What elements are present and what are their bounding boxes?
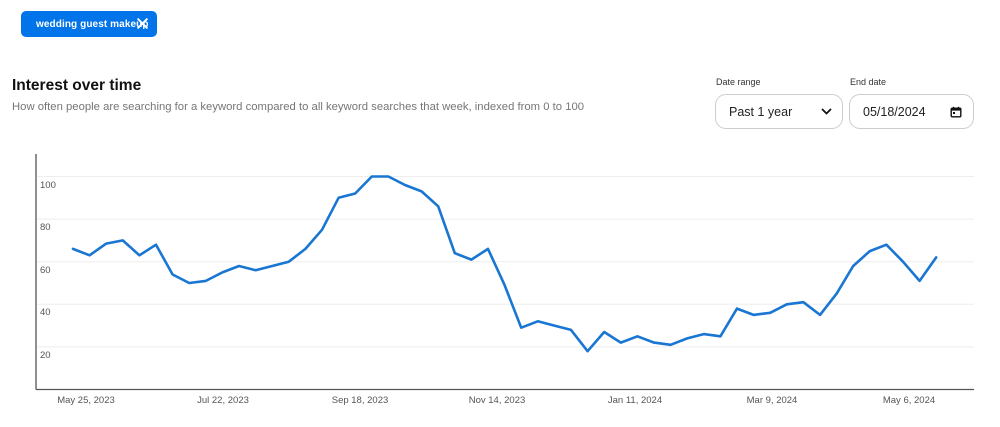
x-tick-label: May 6, 2024 bbox=[882, 395, 936, 406]
y-tick-label: 60 bbox=[40, 264, 51, 276]
x-tick-label: Jan 11, 2024 bbox=[607, 395, 663, 406]
gridlines bbox=[37, 176, 974, 348]
x-tick-label: May 25, 2023 bbox=[57, 395, 115, 406]
keyword-filter-chip[interactable]: wedding guest makeup bbox=[21, 11, 157, 37]
interest-line-chart: 100 80 60 40 20 May 25, 2023 Jul 22, 2023 Sep … bbox=[0, 140, 1000, 427]
x-tick-label: Jul 22, 2023 bbox=[197, 395, 249, 406]
section-subtitle: How often people are searching for a key… bbox=[12, 101, 585, 113]
calendar-icon[interactable] bbox=[950, 106, 962, 118]
date-range-select[interactable]: Past 1 year bbox=[715, 94, 843, 129]
keyword-chip-label: wedding guest makeup bbox=[36, 18, 149, 30]
y-tick-label: 40 bbox=[40, 307, 51, 319]
end-date-input[interactable]: 05/18/2024 bbox=[849, 94, 974, 129]
section-title: Interest over time bbox=[12, 77, 142, 94]
y-tick-label: 20 bbox=[40, 349, 51, 361]
series-line-wedding-guest-makeup bbox=[71, 175, 938, 353]
y-tick-label: 100 bbox=[40, 179, 56, 191]
close-icon[interactable] bbox=[136, 17, 149, 30]
end-date-value: 05/18/2024 bbox=[863, 104, 926, 119]
y-tick-label: 80 bbox=[40, 222, 51, 234]
end-date-label: End date bbox=[850, 77, 887, 87]
x-tick-label: Nov 14, 2023 bbox=[468, 395, 526, 406]
x-tick-label: Sep 18, 2023 bbox=[331, 395, 389, 406]
chart-plot-area bbox=[35, 154, 974, 391]
date-range-label: Date range bbox=[716, 77, 761, 87]
date-range-value: Past 1 year bbox=[729, 104, 793, 119]
x-tick-label: Mar 9, 2024 bbox=[746, 395, 798, 406]
chevron-down-icon bbox=[821, 108, 832, 115]
